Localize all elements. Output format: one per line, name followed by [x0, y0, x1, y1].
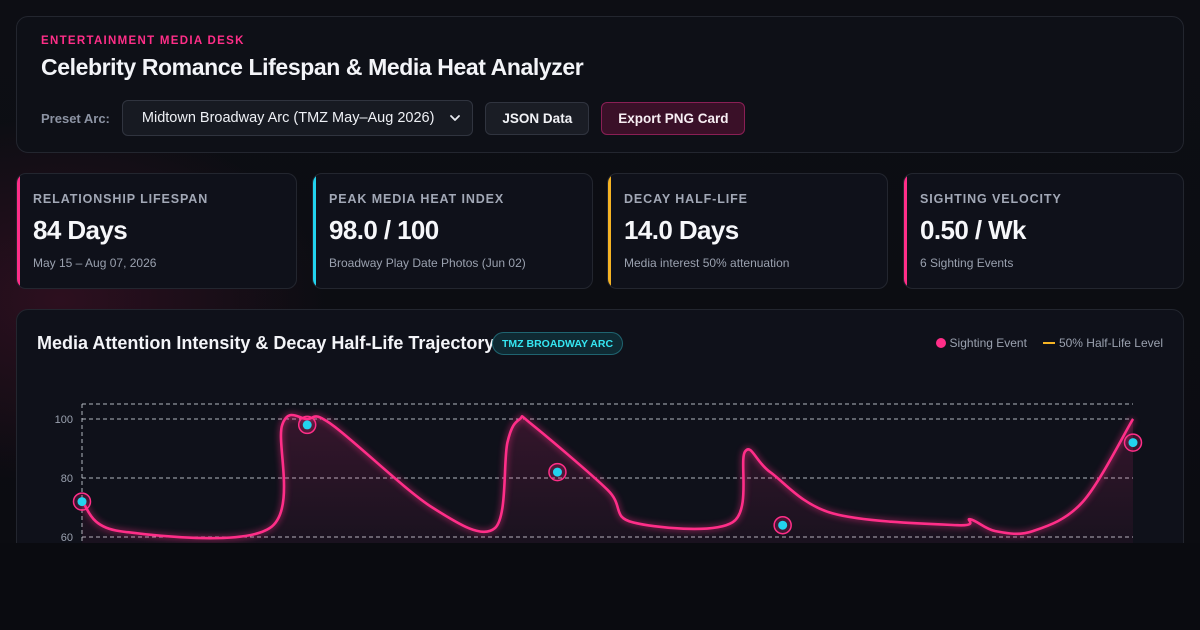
accent-bar	[17, 174, 20, 288]
sighting-marker	[302, 420, 312, 430]
chevron-down-icon	[450, 115, 461, 121]
preset-arc-select[interactable]: Midtown Broadway Arc (TMZ May–Aug 2026)	[121, 100, 474, 136]
stat-subtext: 6 Sighting Events	[920, 256, 1014, 270]
chart-legend: Sighting Event 50% Half-Life Level	[935, 336, 1163, 350]
stat-label: DECAY HALF-LIFE	[624, 192, 748, 206]
accent-bar	[608, 174, 611, 288]
stat-card-velocity: SIGHTING VELOCITY 0.50 / Wk 6 Sighting E…	[903, 173, 1184, 289]
stat-label: SIGHTING VELOCITY	[920, 192, 1062, 206]
stat-subtext: Broadway Play Date Photos (Jun 02)	[329, 256, 526, 270]
app-viewport: ENTERTAINMENT MEDIA DESK Celebrity Roman…	[0, 0, 1200, 543]
stat-value: 84 Days	[33, 215, 128, 245]
sighting-marker	[1128, 438, 1138, 448]
stat-label: RELATIONSHIP LIFESPAN	[33, 192, 209, 206]
json-data-button[interactable]: JSON Data	[485, 101, 590, 135]
halflife-legend-line	[1042, 342, 1055, 344]
chart-title: Media Attention Intensity & Decay Half-L…	[37, 333, 495, 353]
desk-kicker: ENTERTAINMENT MEDIA DESK	[41, 35, 245, 47]
y-tick-label: 60	[61, 532, 73, 543]
chart-panel: Media Attention Intensity & Decay Half-L…	[16, 309, 1184, 543]
trajectory-chart: 100 80 60	[55, 403, 1143, 543]
stat-card-peak-heat: PEAK MEDIA HEAT INDEX 98.0 / 100 Broadwa…	[312, 173, 593, 289]
export-png-button[interactable]: Export PNG Card	[601, 101, 746, 135]
sighting-legend-dot	[935, 338, 946, 348]
stat-value: 0.50 / Wk	[920, 215, 1026, 245]
stat-value: 14.0 Days	[624, 215, 739, 245]
stat-card-lifespan: RELATIONSHIP LIFESPAN 84 Days May 15 – A…	[16, 173, 297, 289]
page-title: Celebrity Romance Lifespan & Media Heat …	[41, 54, 584, 80]
stat-label: PEAK MEDIA HEAT INDEX	[329, 192, 505, 206]
accent-bar	[313, 174, 316, 288]
sighting-marker	[77, 497, 87, 507]
preset-select-value: Midtown Broadway Arc (TMZ May–Aug 2026)	[141, 110, 435, 126]
stat-value: 98.0 / 100	[329, 215, 439, 245]
heat-line	[81, 413, 1135, 540]
header-panel: ENTERTAINMENT MEDIA DESK Celebrity Roman…	[16, 16, 1184, 153]
y-tick-label: 100	[55, 414, 73, 426]
legend-halflife-label: 50% Half-Life Level	[1058, 336, 1163, 350]
sighting-marker	[552, 467, 562, 477]
y-tick-label: 80	[61, 473, 73, 485]
chart-badge: TMZ BROADWAY ARC	[492, 332, 624, 355]
legend-sighting-label: Sighting Event	[949, 336, 1027, 350]
stat-subtext: May 15 – Aug 07, 2026	[33, 256, 157, 270]
sighting-marker	[778, 520, 788, 530]
heat-area-fill	[82, 415, 1133, 543]
stat-subtext: Media interest 50% attenuation	[624, 256, 790, 270]
preset-label: Preset Arc:	[41, 110, 110, 126]
stat-card-half-life: DECAY HALF-LIFE 14.0 Days Media interest…	[607, 173, 888, 289]
controls-row: Preset Arc: Midtown Broadway Arc (TMZ Ma…	[41, 100, 757, 136]
accent-bar	[904, 174, 907, 288]
